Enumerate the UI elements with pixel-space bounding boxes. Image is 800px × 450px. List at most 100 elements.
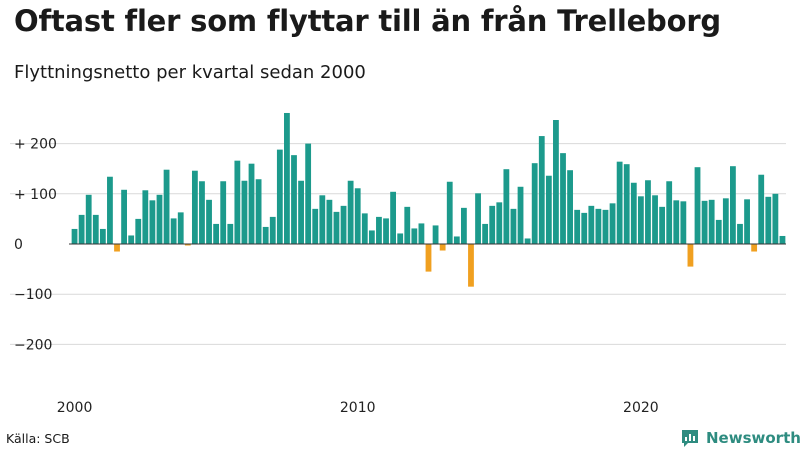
y-tick-label: −100 (14, 287, 52, 303)
x-tick-label: 2010 (340, 400, 376, 416)
bar (78, 214, 85, 244)
bar (496, 202, 503, 244)
bar (71, 228, 78, 244)
bar (92, 214, 99, 244)
bar (602, 209, 609, 244)
bar (730, 166, 736, 244)
bar (85, 194, 92, 244)
bar (772, 193, 779, 244)
y-tick-label: + 200 (14, 137, 57, 153)
bar (411, 228, 418, 244)
bar (652, 195, 658, 244)
bar (524, 238, 531, 244)
bar (333, 211, 340, 244)
bar (354, 188, 361, 244)
bar (177, 212, 184, 244)
bar (680, 201, 687, 244)
bar (489, 205, 496, 244)
bar (248, 163, 255, 244)
bar (588, 205, 595, 244)
bar (468, 244, 474, 287)
bar (765, 196, 772, 244)
bar (645, 180, 651, 244)
bar (623, 164, 630, 244)
bar (326, 199, 333, 244)
bar (574, 209, 581, 244)
bar (666, 181, 673, 244)
brand-name: Newsworthy (706, 429, 800, 447)
bar (142, 190, 149, 244)
bar (453, 236, 460, 244)
bar (114, 244, 120, 252)
bar (383, 218, 389, 244)
y-tick-label: −200 (14, 337, 52, 353)
bar (121, 189, 127, 244)
bar (446, 181, 453, 244)
bar (637, 196, 644, 244)
bar (460, 207, 467, 244)
bar (163, 169, 170, 244)
bar (744, 199, 750, 244)
y-tick-label: 0 (14, 237, 23, 253)
newsworthy-logo-icon (682, 430, 698, 447)
bar (298, 180, 304, 244)
bar (567, 170, 573, 244)
bar (482, 223, 489, 244)
bar (531, 163, 538, 244)
bar (135, 218, 142, 244)
y-tick-label: + 100 (14, 187, 57, 203)
bar (156, 194, 163, 244)
bar (694, 167, 701, 244)
bar (517, 186, 524, 244)
bar (659, 206, 666, 244)
bar (347, 180, 354, 244)
bar (722, 198, 729, 244)
bar (361, 213, 368, 244)
bar (560, 153, 566, 244)
bar (340, 205, 347, 244)
bar (751, 244, 758, 252)
bar (276, 149, 283, 244)
bar (715, 219, 722, 244)
bar (319, 195, 326, 244)
bar (191, 170, 198, 244)
bar (128, 235, 135, 244)
bar (404, 206, 411, 244)
bar (170, 218, 177, 244)
x-tick-label: 2020 (623, 400, 659, 416)
bar (255, 179, 262, 244)
bar (439, 244, 446, 251)
bar (581, 212, 588, 244)
bar (227, 223, 234, 244)
bar (397, 233, 404, 244)
bar (545, 175, 552, 244)
bar (199, 181, 205, 244)
bar (269, 216, 276, 244)
bar (284, 112, 290, 244)
bar (390, 191, 397, 244)
bar (184, 244, 191, 246)
bar (425, 244, 432, 272)
bar (510, 208, 517, 244)
bar (262, 226, 269, 244)
bar (687, 244, 694, 267)
bar (305, 143, 312, 244)
bar (475, 193, 481, 244)
source-note: Källa: SCB (6, 431, 70, 446)
bar (503, 169, 510, 244)
bar (99, 228, 106, 244)
chart-subtitle: Flyttningsnetto per kvartal sedan 2000 (14, 62, 366, 83)
bar (206, 199, 212, 244)
bar (538, 136, 545, 244)
bar (312, 208, 319, 244)
bar (220, 181, 227, 244)
brand-logo: Newsworthy (680, 427, 800, 449)
bar (432, 225, 439, 244)
chart-title: Oftast fler som flyttar till än från Tre… (14, 4, 721, 38)
bar (758, 174, 765, 244)
bar (149, 200, 156, 244)
bar (368, 230, 375, 244)
bar (595, 208, 602, 244)
bar (107, 176, 113, 244)
